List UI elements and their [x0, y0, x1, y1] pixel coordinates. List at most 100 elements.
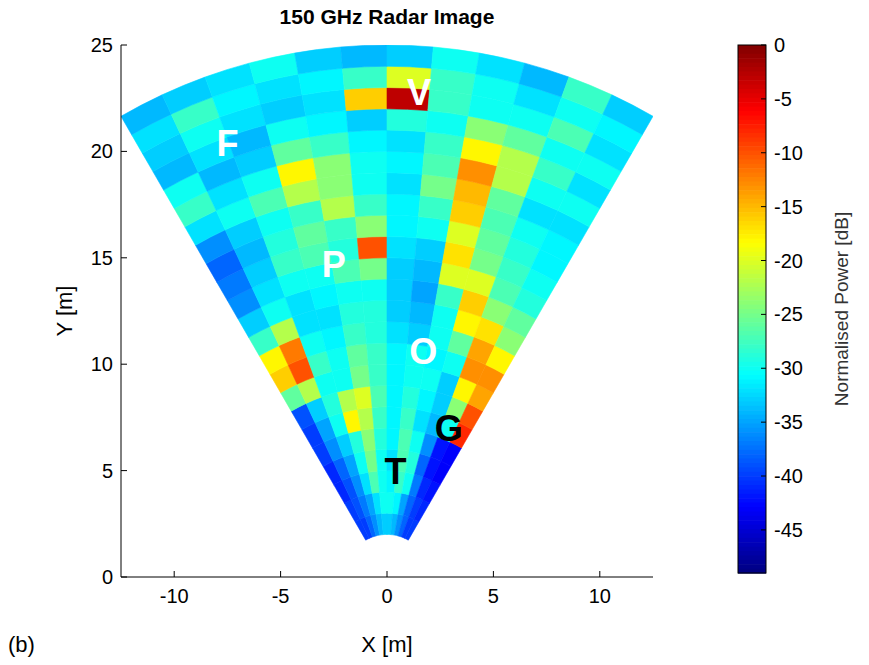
- colorbar-strip: [738, 507, 766, 512]
- colorbar-strip: [738, 164, 766, 169]
- annotation: O: [409, 331, 437, 372]
- colorbar-strip: [738, 533, 766, 538]
- colorbar-strip: [738, 525, 766, 530]
- colorbar-tick: [761, 476, 766, 477]
- cell: [344, 88, 387, 111]
- colorbar-strip: [738, 111, 766, 116]
- colorbar-strip: [738, 265, 766, 270]
- x-tick-label: 5: [488, 585, 499, 607]
- colorbar-strip: [738, 379, 766, 384]
- colorbar-strip: [738, 362, 766, 367]
- y-tick: [121, 257, 127, 258]
- colorbar-strip: [738, 467, 766, 472]
- colorbar-strip: [738, 459, 766, 464]
- colorbar-strip: [738, 155, 766, 160]
- colorbar-tick: [761, 529, 766, 530]
- cell: [374, 428, 387, 450]
- colorbar-tick-label: -25: [774, 303, 803, 325]
- colorbar-strip: [738, 203, 766, 208]
- cell: [354, 194, 387, 217]
- y-tick: [121, 577, 127, 578]
- colorbar-strip: [738, 283, 766, 288]
- cell: [205, 63, 255, 97]
- cell: [365, 322, 387, 344]
- colorbar-tick-label: -30: [774, 357, 803, 379]
- colorbar-strip: [738, 555, 766, 560]
- colorbar-strip: [738, 54, 766, 59]
- cell: [387, 407, 402, 429]
- colorbar-strip: [738, 159, 766, 164]
- cell: [342, 66, 387, 89]
- colorbar-strip: [738, 129, 766, 134]
- colorbar-strip: [738, 410, 766, 415]
- colorbar-frame: [738, 45, 766, 573]
- cell: [354, 386, 372, 409]
- colorbar-strip: [738, 173, 766, 178]
- cell: [367, 343, 387, 365]
- colorbar-strip: [738, 98, 766, 103]
- colorbar-strip: [738, 366, 766, 371]
- colorbar-tick-label: -40: [774, 465, 803, 487]
- colorbar-strip: [738, 437, 766, 442]
- colorbar-strip: [738, 124, 766, 129]
- colorbar-strip: [738, 322, 766, 327]
- colorbar-strip: [738, 300, 766, 305]
- cell: [381, 513, 387, 534]
- cell: [365, 450, 378, 472]
- colorbar-strip: [738, 441, 766, 446]
- y-axis: [121, 45, 122, 577]
- cell: [409, 301, 435, 325]
- cell: [387, 237, 417, 259]
- x-tick: [387, 571, 388, 577]
- cell: [324, 217, 357, 242]
- cell: [387, 300, 411, 322]
- colorbar-strip: [738, 520, 766, 525]
- cell: [411, 280, 439, 304]
- colorbar-tick: [761, 314, 766, 315]
- cell: [355, 215, 387, 238]
- colorbar-strip: [738, 313, 766, 318]
- colorbar-strip: [738, 494, 766, 499]
- colorbar-strip: [738, 208, 766, 213]
- colorbar-strip: [738, 472, 766, 477]
- colorbar-tick-label: -35: [774, 411, 803, 433]
- colorbar-strip: [738, 489, 766, 494]
- colorbar-strip: [738, 344, 766, 349]
- cell: [359, 258, 387, 280]
- colorbar-tick: [761, 98, 766, 99]
- cell: [476, 53, 525, 84]
- cell: [346, 109, 387, 132]
- colorbar-strip: [738, 485, 766, 490]
- colorbar-strip: [738, 445, 766, 450]
- cell: [380, 492, 387, 514]
- colorbar-strip: [738, 388, 766, 393]
- colorbar-strip: [738, 318, 766, 323]
- y-tick: [121, 470, 127, 471]
- colorbar-strip: [738, 115, 766, 120]
- colorbar-strip: [738, 309, 766, 314]
- cell: [370, 385, 387, 407]
- colorbar-strip: [738, 291, 766, 296]
- colorbar-strip: [738, 357, 766, 362]
- colorbar-strip: [738, 243, 766, 248]
- cell: [387, 279, 413, 301]
- colorbar-tick-label: -10: [774, 142, 803, 164]
- x-tick: [599, 571, 600, 577]
- cell: [320, 195, 355, 220]
- colorbar-strip: [738, 151, 766, 156]
- colorbar-strip: [738, 463, 766, 468]
- colorbar-strip: [738, 428, 766, 433]
- cell: [387, 428, 400, 450]
- colorbar-strip: [738, 142, 766, 147]
- cell: [339, 301, 365, 325]
- colorbar-strip: [738, 481, 766, 486]
- colorbar-tick: [761, 206, 766, 207]
- colorbar-tick: [761, 260, 766, 261]
- cell: [121, 95, 171, 135]
- colorbar-strip: [738, 349, 766, 354]
- cell: [432, 47, 480, 74]
- colorbar-strip: [738, 560, 766, 565]
- colorbar-strip: [738, 177, 766, 182]
- colorbar-strip: [738, 278, 766, 283]
- colorbar-strip: [738, 397, 766, 402]
